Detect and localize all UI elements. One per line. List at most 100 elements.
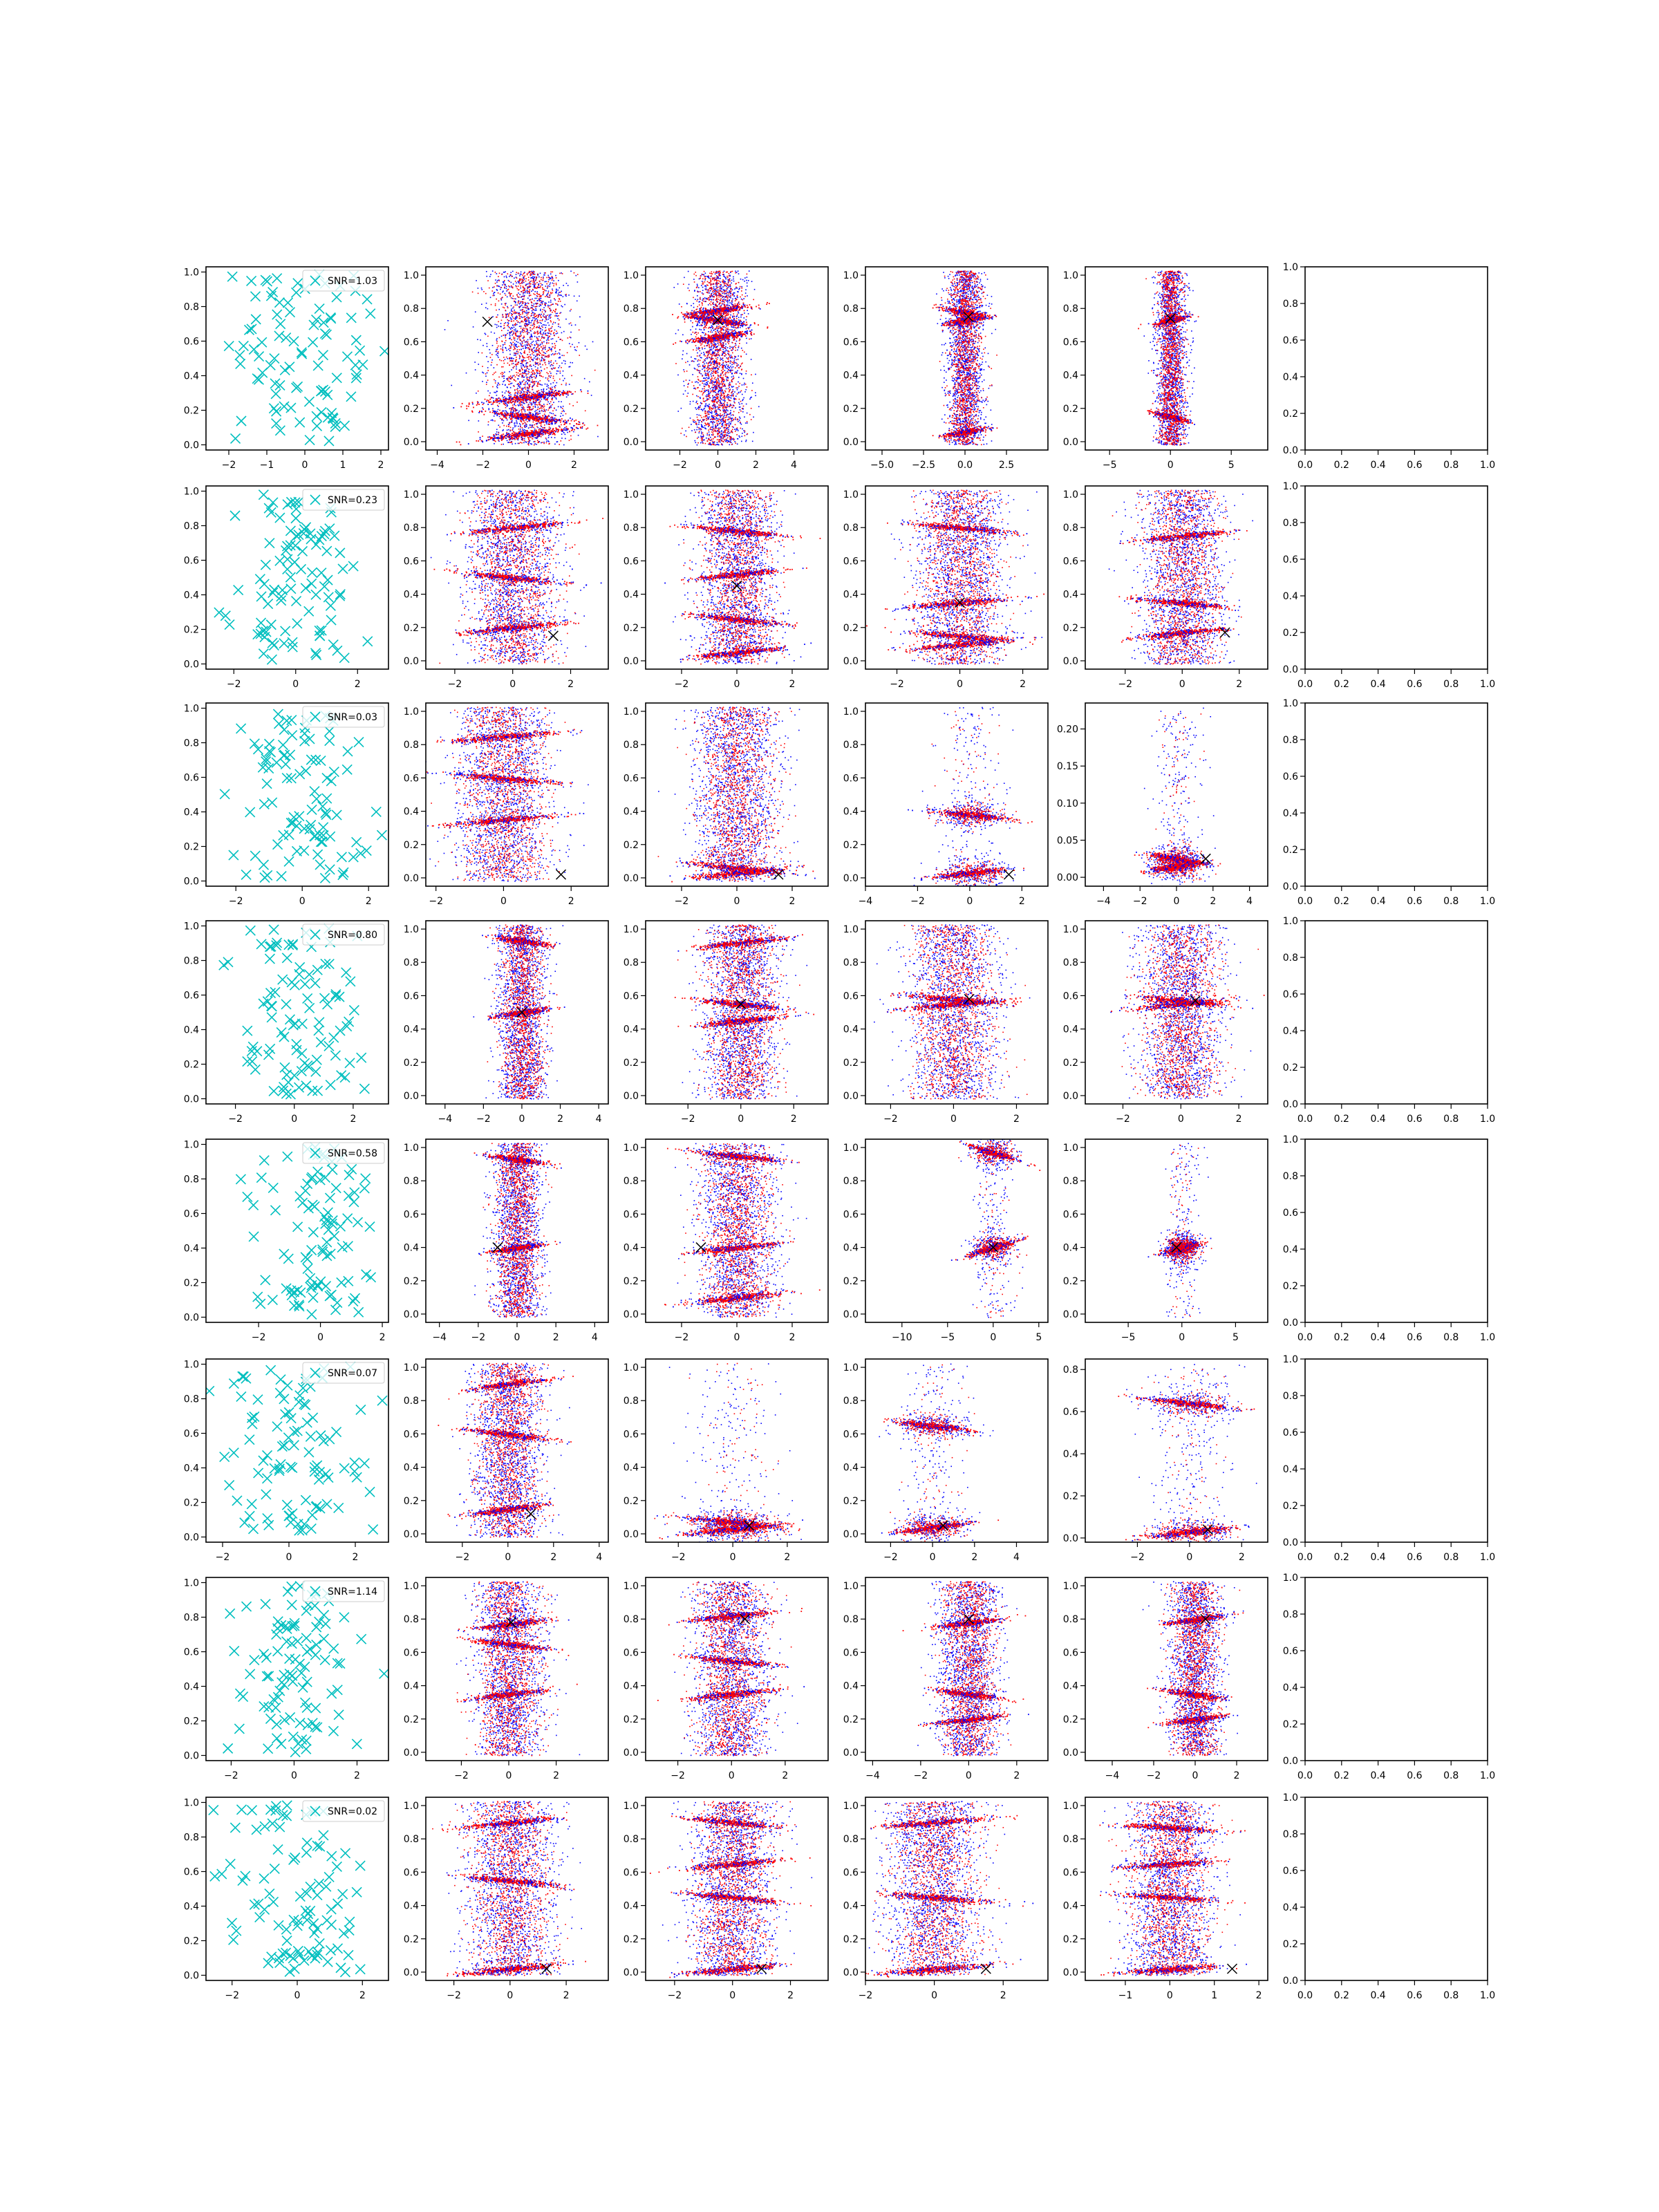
data-point xyxy=(746,319,747,321)
data-point xyxy=(541,295,542,297)
data-point xyxy=(555,397,556,399)
data-point xyxy=(511,377,512,379)
data-point xyxy=(529,330,531,331)
data-point xyxy=(727,380,728,382)
band-point xyxy=(483,414,485,415)
data-point xyxy=(528,384,529,386)
data-point xyxy=(513,349,514,350)
data-point xyxy=(494,443,495,444)
data-point xyxy=(570,309,572,310)
data-point xyxy=(497,285,498,287)
data-point xyxy=(527,312,528,314)
data-point xyxy=(482,345,484,346)
x-tick-label: −2 xyxy=(476,460,490,471)
data-point xyxy=(517,288,518,290)
data-point xyxy=(552,330,553,332)
data-point xyxy=(515,361,516,362)
data-point xyxy=(532,344,533,346)
data-point xyxy=(516,425,517,427)
data-point xyxy=(534,315,535,316)
data-point xyxy=(548,350,550,351)
data-point xyxy=(496,327,498,328)
data-point xyxy=(472,292,474,293)
data-point xyxy=(563,355,565,357)
data-point xyxy=(528,287,529,288)
data-point xyxy=(722,438,724,440)
data-point xyxy=(509,331,511,332)
data-point xyxy=(730,315,731,316)
data-point xyxy=(534,282,536,283)
data-point xyxy=(693,361,695,362)
data-point xyxy=(744,391,746,393)
data-point xyxy=(520,333,521,335)
data-point xyxy=(501,303,503,305)
data-point xyxy=(510,402,512,404)
data-point xyxy=(556,333,557,335)
data-point xyxy=(546,283,547,285)
data-point xyxy=(545,353,546,355)
band-point xyxy=(529,399,530,400)
data-point xyxy=(508,348,509,350)
data-point xyxy=(516,320,518,321)
data-point xyxy=(525,323,526,324)
band-point xyxy=(507,434,508,435)
data-point xyxy=(561,433,563,435)
data-point xyxy=(517,364,518,365)
data-point xyxy=(518,342,519,344)
data-point xyxy=(534,443,536,444)
data-point xyxy=(727,409,728,411)
data-point xyxy=(709,434,710,435)
data-point xyxy=(485,293,487,294)
band-point xyxy=(521,415,523,417)
data-point xyxy=(541,425,542,427)
data-point xyxy=(539,345,541,346)
band-point xyxy=(525,416,527,418)
data-point xyxy=(537,300,538,301)
data-point xyxy=(486,356,487,357)
data-point xyxy=(511,297,512,299)
data-point xyxy=(558,406,559,408)
data-point xyxy=(702,281,703,282)
data-point xyxy=(545,346,546,347)
band-point xyxy=(520,395,521,397)
data-point xyxy=(534,300,535,301)
data-point xyxy=(518,443,520,444)
data-point xyxy=(711,344,712,345)
data-point xyxy=(695,299,696,300)
data-point xyxy=(549,286,550,288)
plot-area xyxy=(224,270,389,446)
data-point xyxy=(505,407,507,409)
band-point xyxy=(520,413,521,415)
data-point xyxy=(551,388,552,390)
data-point xyxy=(723,416,724,418)
band-point xyxy=(534,434,535,435)
sample-marker xyxy=(276,319,285,329)
data-point xyxy=(518,385,520,386)
data-point xyxy=(547,357,549,358)
sample-marker xyxy=(305,435,315,445)
band-point xyxy=(518,433,520,434)
data-point xyxy=(514,330,515,331)
data-point xyxy=(554,315,556,317)
sample-marker xyxy=(231,433,241,443)
data-point xyxy=(515,392,516,393)
sample-marker xyxy=(285,362,294,372)
data-point xyxy=(502,395,503,397)
data-point xyxy=(531,320,532,321)
data-point xyxy=(525,285,527,286)
data-point xyxy=(547,397,549,398)
data-point xyxy=(524,440,525,442)
data-point xyxy=(515,410,516,411)
data-point xyxy=(507,379,509,381)
data-point xyxy=(520,393,521,394)
band-point xyxy=(487,404,489,405)
data-point xyxy=(489,353,491,354)
data-point xyxy=(525,371,526,372)
data-point xyxy=(505,347,506,348)
data-point xyxy=(537,323,538,324)
data-point xyxy=(554,415,556,416)
data-point xyxy=(485,332,486,334)
sample-marker xyxy=(268,288,278,297)
data-point xyxy=(540,315,541,317)
data-point xyxy=(529,344,530,346)
